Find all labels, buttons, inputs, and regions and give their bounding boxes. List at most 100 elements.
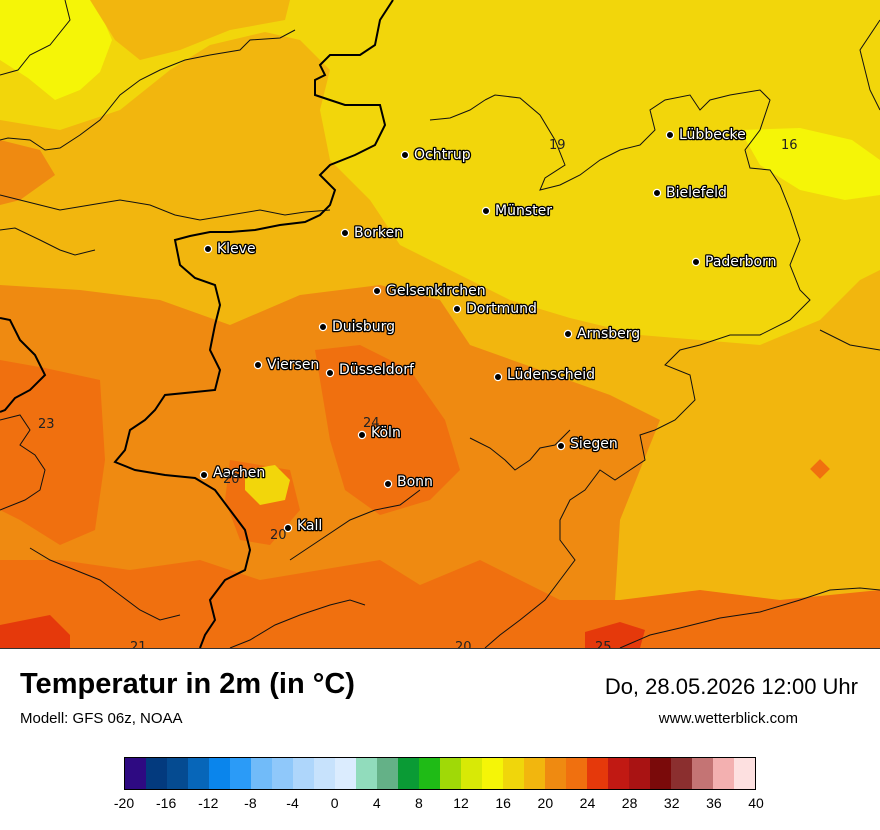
legend-tick-label: 8 (415, 795, 423, 811)
legend-tick-label: 32 (663, 795, 680, 811)
national-border (0, 0, 394, 648)
isoline-label: 21 (130, 640, 147, 649)
legend-color-segment (419, 758, 440, 789)
map-title: Temperatur in 2m (in °C) (20, 668, 355, 700)
legend-tick-label: -8 (244, 795, 257, 811)
svg-text:Paderborn: Paderborn (705, 254, 776, 270)
svg-text:Lübbecke: Lübbecke (679, 127, 746, 143)
temp-zone-18-20-east (615, 395, 880, 648)
legend-tick-label: -16 (156, 795, 177, 811)
legend-color-segment (335, 758, 356, 789)
svg-text:Siegen: Siegen (570, 436, 618, 452)
svg-text:Düsseldorf: Düsseldorf (339, 362, 415, 378)
legend-color-segment (167, 758, 188, 789)
city-koeln: Köln (357, 424, 402, 442)
legend-color-segment (356, 758, 377, 789)
legend-color-segment (482, 758, 503, 789)
legend-color-segment (209, 758, 230, 789)
legend-color-segment (650, 758, 671, 789)
svg-text:Kleve: Kleve (217, 241, 256, 257)
legend-color-segment (608, 758, 629, 789)
svg-text:Arnsberg: Arnsberg (577, 326, 640, 342)
legend-color-segment (545, 758, 566, 789)
city-ochtrup: Ochtrup (400, 146, 472, 164)
svg-text:Duisburg: Duisburg (332, 319, 395, 335)
city-aachen: Aachen (199, 464, 267, 482)
color-legend (124, 757, 756, 790)
legend-tick-label: -12 (198, 795, 219, 811)
legend-color-segment (587, 758, 608, 789)
isoline-label: 20 (455, 640, 472, 649)
city-arnsberg: Arnsberg (563, 325, 641, 343)
svg-text:Lüdenscheid: Lüdenscheid (507, 367, 595, 383)
legend-color-segment (230, 758, 251, 789)
legend-color-segment (524, 758, 545, 789)
svg-text:Borken: Borken (354, 225, 403, 241)
legend-color-segment (692, 758, 713, 789)
legend-tick-label: 36 (706, 795, 722, 811)
city-duisburg: Duisburg (318, 318, 396, 336)
legend-color-segment (377, 758, 398, 789)
legend-color-segment (146, 758, 167, 789)
city-luedenscheid: Lüdenscheid (493, 366, 596, 384)
legend-tick-label: 16 (495, 795, 511, 811)
legend-ticks: -20 -16 -12 -8 -4 0 4 8 12 16 20 24 28 32 36 40 (114, 795, 764, 815)
legend-tick-label: 28 (621, 795, 638, 811)
legend-tick-label: 24 (579, 795, 596, 811)
legend-color-segment (713, 758, 734, 789)
legend-tick-label: 12 (453, 795, 469, 811)
temp-zone-24-26-s (585, 622, 645, 648)
legend-tick-label: 40 (748, 795, 764, 811)
legend-color-segment (272, 758, 293, 789)
forecast-datetime: Do, 28.05.2026 12:00 Uhr (604, 674, 858, 699)
website-link[interactable]: www.wetterblick.com (658, 710, 798, 727)
legend-tick-label: -4 (286, 795, 299, 811)
svg-text:Ochtrup: Ochtrup (414, 147, 471, 163)
temp-zone-24-26-sw (0, 615, 70, 648)
temp-zone-20-22-ne (0, 140, 55, 205)
legend-tick-label: 0 (330, 795, 339, 811)
legend-color-segment (125, 758, 146, 789)
legend-color-segment (293, 758, 314, 789)
city-luebbecke: Lübbecke (665, 126, 747, 144)
legend-color-segment (461, 758, 482, 789)
city-gelsenkirchen: Gelsenkirchen (372, 282, 487, 300)
svg-text:Bonn: Bonn (397, 474, 433, 490)
legend-color-segment (734, 758, 755, 789)
city-bonn: Bonn (383, 473, 434, 491)
city-kleve: Kleve (203, 240, 257, 258)
model-info: Modell: GFS 06z, NOAA (20, 710, 183, 727)
svg-text:Aachen: Aachen (213, 465, 265, 481)
legend-tick-label: 20 (537, 795, 554, 811)
isoline-label: 24 (363, 416, 380, 431)
temp-zone-22-24-south (0, 560, 880, 648)
isoline-label: 20 (223, 472, 240, 487)
legend-color-segment (251, 758, 272, 789)
temperature-map: Ochtrup Lübbecke Bielefeld Münster Borke… (0, 0, 880, 649)
svg-text:Gelsenkirchen: Gelsenkirchen (386, 283, 486, 299)
legend-color-segment (188, 758, 209, 789)
city-bielefeld: Bielefeld (652, 184, 728, 202)
temp-zone-18-20-top (90, 0, 290, 60)
svg-text:Köln: Köln (371, 425, 401, 441)
city-paderborn: Paderborn (691, 253, 778, 271)
legend-color-segment (314, 758, 335, 789)
legend-tick-label: -20 (113, 795, 135, 811)
legend-color-segment (398, 758, 419, 789)
isoline-label: 19 (549, 138, 566, 153)
legend-color-segment (566, 758, 587, 789)
state-borders (0, 0, 880, 648)
isoline-label: 25 (595, 640, 612, 649)
isoline-label: 23 (38, 417, 55, 432)
svg-text:Bielefeld: Bielefeld (666, 185, 727, 201)
svg-text:Viersen: Viersen (267, 357, 319, 373)
svg-text:Kall: Kall (297, 518, 322, 534)
temp-zone-14-16-nw (0, 0, 112, 100)
city-borken: Borken (340, 224, 404, 242)
svg-text:Dortmund: Dortmund (466, 301, 537, 317)
legend-tick-label: 4 (372, 795, 381, 811)
legend-color-segment (671, 758, 692, 789)
legend-color-segment (503, 758, 524, 789)
city-viersen: Viersen (253, 356, 321, 374)
temp-zone-22-24-cologne (315, 345, 460, 515)
